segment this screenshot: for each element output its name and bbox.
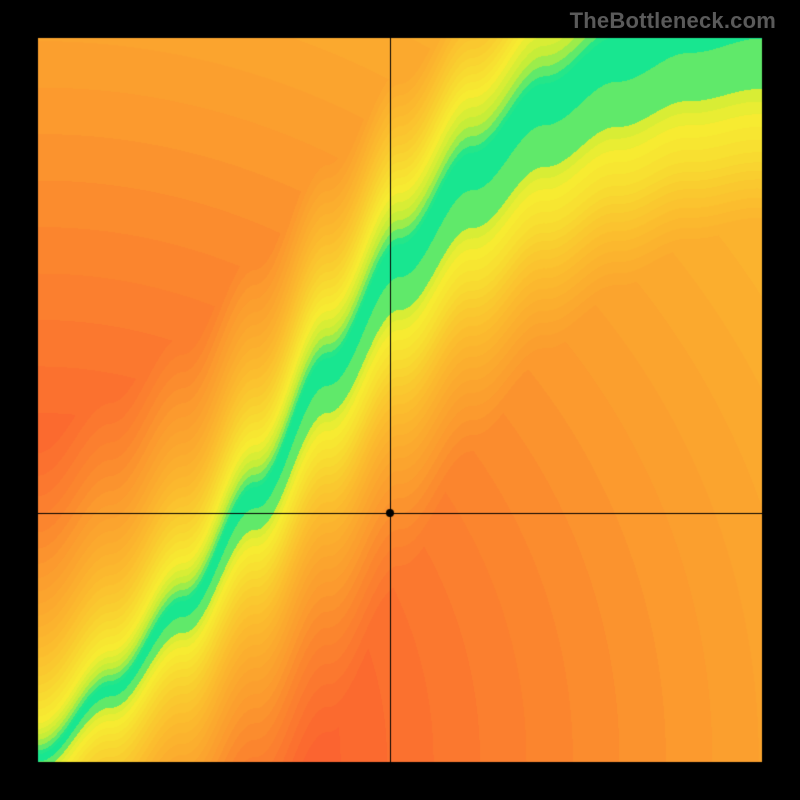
heatmap-canvas bbox=[0, 0, 800, 800]
watermark-text: TheBottleneck.com bbox=[570, 8, 776, 34]
